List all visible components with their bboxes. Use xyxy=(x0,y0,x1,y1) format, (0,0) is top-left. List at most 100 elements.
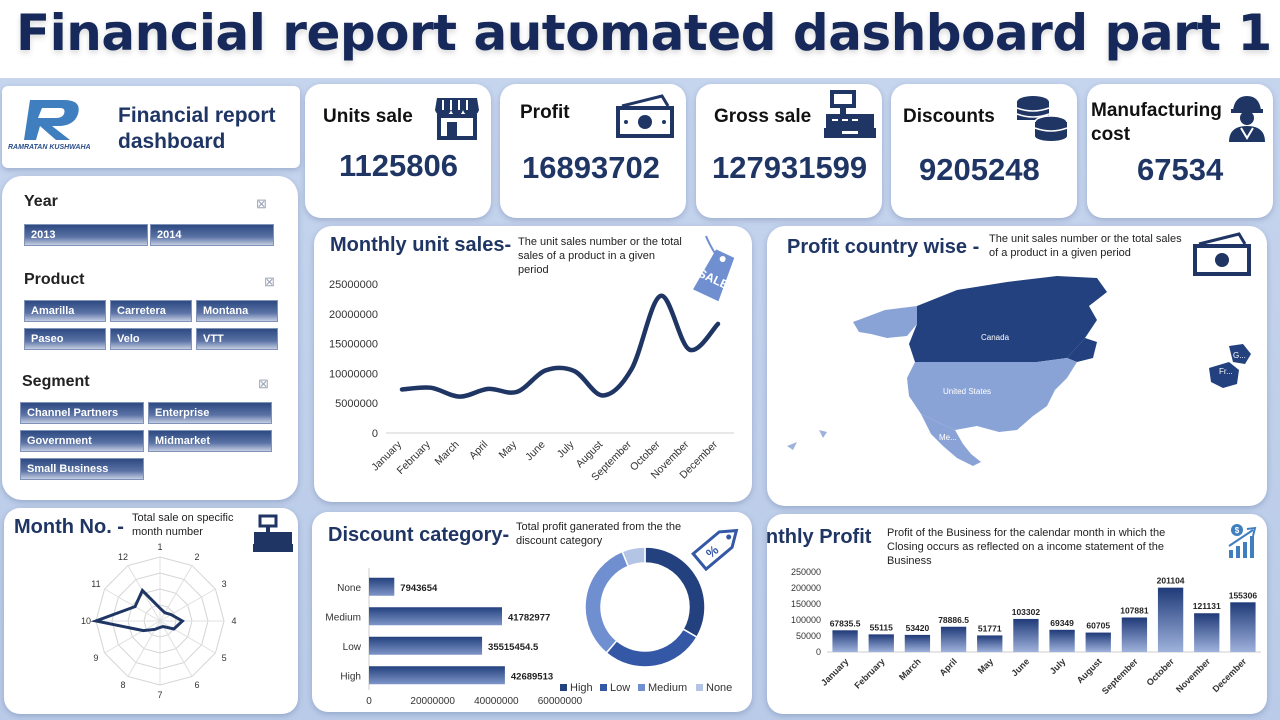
bar xyxy=(1085,632,1111,652)
radar-axis-label: 12 xyxy=(118,552,128,562)
y-tick-label: 50000 xyxy=(796,631,821,641)
slicer-segment-channel-partners[interactable]: Channel Partners xyxy=(20,402,144,424)
x-tick-label: August xyxy=(1075,656,1104,685)
kpi-value: 67534 xyxy=(1137,152,1224,187)
radar-axis-label: 5 xyxy=(222,653,227,663)
kpi-value: 9205248 xyxy=(919,152,1040,187)
mexico-shape xyxy=(921,414,981,466)
clear-filter-icon[interactable]: ⊠ xyxy=(264,274,275,289)
profit-country-note: The unit sales number or the total sales… xyxy=(989,233,1182,259)
clear-filter-icon[interactable]: ⊠ xyxy=(258,376,269,391)
x-tick-label: 20000000 xyxy=(410,696,455,707)
discount-category-title: Discount category- xyxy=(328,524,510,546)
y-tick-label: 25000000 xyxy=(329,279,378,291)
monthly-profit-chart: 0 50000 100000 150000 200000 250000 67835.5 Jan… xyxy=(791,567,1261,696)
slicer-product-carretera[interactable]: Carretera xyxy=(110,300,192,322)
y-tick-label: None xyxy=(337,583,361,594)
data-label: 69349 xyxy=(1050,618,1074,628)
slicer-product-velo[interactable]: Velo xyxy=(110,328,192,350)
radar-spoke xyxy=(104,620,161,654)
slicer-product-montana[interactable]: Montana xyxy=(196,300,278,322)
germany-shape xyxy=(1229,344,1251,364)
month-no-card: Month No. - Total sale on specific month… xyxy=(4,508,298,714)
radar-series xyxy=(90,587,185,633)
bar xyxy=(1121,617,1148,652)
discount-category-card: Discount category- Total profit ganerate… xyxy=(312,512,752,712)
x-tick-label: December xyxy=(1210,656,1248,694)
kpi-label: Profit xyxy=(520,102,570,123)
canada-shape xyxy=(909,276,1107,362)
month-no-title: Month No. - xyxy=(14,516,124,538)
monthly-unit-sales-title: Monthly unit sales- xyxy=(330,234,512,256)
profit-country-title: Profit country wise - xyxy=(787,236,980,258)
data-label: 55115 xyxy=(870,622,893,632)
slicer-product-paseo[interactable]: Paseo xyxy=(24,328,106,350)
slicer-segment-government[interactable]: Government xyxy=(20,430,144,452)
kpi-value: 1125806 xyxy=(339,148,458,183)
coins-icon xyxy=(1016,96,1068,141)
legend-item-low: Low xyxy=(600,682,630,694)
data-label: 201104 xyxy=(1157,576,1185,586)
y-tick-label: 0 xyxy=(372,428,378,440)
slicer-segment-small-business[interactable]: Small Business xyxy=(20,458,144,480)
x-tick-label: June xyxy=(1009,656,1031,678)
radar-axis-label: 4 xyxy=(231,616,236,626)
data-label: 41782977 xyxy=(508,612,550,623)
kpi-label: Gross sale xyxy=(714,106,812,127)
x-tick-label: May xyxy=(497,438,520,461)
legend-item-medium: Medium xyxy=(638,682,687,694)
map-label-us: United States xyxy=(943,387,991,396)
legend-item-none: None xyxy=(696,682,732,694)
x-tick-label: October xyxy=(1145,656,1177,688)
slicer-year-2013[interactable]: 2013 xyxy=(24,224,148,246)
donut-slice xyxy=(644,546,706,639)
slicer-product-vtt[interactable]: VTT xyxy=(196,328,278,350)
discount-bar-chart: None 7943654 Medium 41782977 Low 35515454.5 Hi… xyxy=(325,568,583,707)
bar xyxy=(868,634,894,652)
bar xyxy=(369,666,505,685)
data-label: 103302 xyxy=(1012,607,1041,617)
money-growth-icon: $ xyxy=(1228,524,1257,558)
y-tick-label: 5000000 xyxy=(335,398,378,410)
slicer-product-amarilla[interactable]: Amarilla xyxy=(24,300,106,322)
dashboard-title-line2: dashboard xyxy=(118,130,226,153)
y-tick-label: Medium xyxy=(325,612,361,623)
bar xyxy=(369,577,395,596)
slicer-segment-enterprise[interactable]: Enterprise xyxy=(148,402,272,424)
y-tick-label: 0 xyxy=(816,647,821,657)
radar-axis-label: 2 xyxy=(194,552,199,562)
data-label: 121131 xyxy=(1193,601,1221,611)
donut-slice xyxy=(621,546,646,568)
radar-spoke xyxy=(159,620,193,677)
clear-filter-icon[interactable]: ⊠ xyxy=(256,196,267,211)
bar xyxy=(1230,602,1256,652)
bar xyxy=(1049,629,1075,652)
monthly-unit-sales-card: Monthly unit sales- The unit sales numbe… xyxy=(314,226,752,502)
alaska-shape xyxy=(853,306,917,338)
bar xyxy=(369,607,503,626)
bar xyxy=(977,635,1003,652)
legend-item-high: High xyxy=(560,682,593,694)
radar-axis-label: 6 xyxy=(194,680,199,690)
radar-axis-label: 10 xyxy=(81,616,91,626)
y-tick-label: 100000 xyxy=(791,615,821,625)
donut-slice xyxy=(605,628,698,668)
y-tick-label: 15000000 xyxy=(329,339,378,351)
x-tick-label: April xyxy=(467,439,490,462)
kpi-card-units-sale: Units sale 1125806 xyxy=(305,84,491,218)
worker-icon xyxy=(1229,96,1265,142)
x-tick-label: September xyxy=(1100,656,1140,696)
slicer-segment-midmarket[interactable]: Midmarket xyxy=(148,430,272,452)
radar-axis-label: 3 xyxy=(222,579,227,589)
x-tick-label: May xyxy=(976,656,995,675)
slicer-year-2014[interactable]: 2014 xyxy=(150,224,274,246)
series-line-unit-sales xyxy=(399,293,721,399)
kpi-label-line2: cost xyxy=(1091,124,1131,145)
donut-slice xyxy=(584,550,630,654)
cash-register-icon xyxy=(253,514,293,552)
radar-spoke xyxy=(159,620,216,654)
data-label: 7943654 xyxy=(400,583,438,594)
x-tick-label: April xyxy=(937,656,959,678)
x-tick-label: July xyxy=(1048,656,1068,676)
data-label: 42689513 xyxy=(511,671,553,682)
